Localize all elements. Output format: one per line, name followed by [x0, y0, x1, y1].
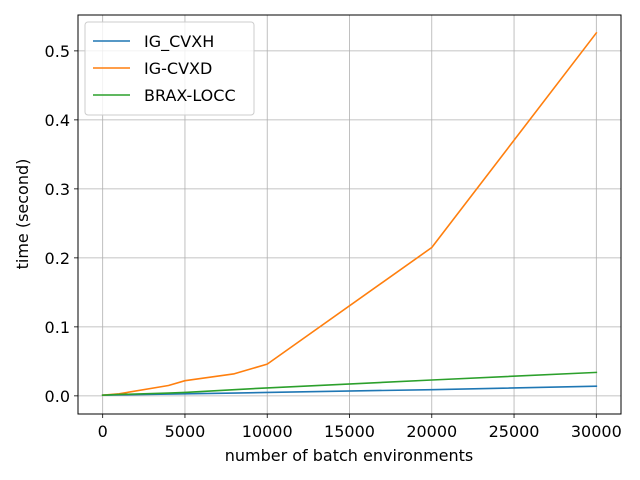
x-tick-label: 10000 — [242, 422, 293, 441]
y-tick-label: 0.1 — [45, 318, 70, 337]
x-tick-label: 0 — [98, 422, 108, 441]
y-tick-label: 0.0 — [45, 387, 70, 406]
x-axis-label: number of batch environments — [225, 446, 474, 465]
series-lines — [101, 31, 598, 397]
x-axis: 0 5000 10000 15000 20000 25000 30000 — [98, 414, 622, 441]
y-tick-label: 0.3 — [45, 180, 70, 199]
legend-label-brax-locc: BRAX-LOCC — [144, 86, 236, 105]
y-tick-label: 0.4 — [45, 111, 70, 130]
series-line-brax-locc — [101, 371, 598, 396]
y-tick-label: 0.5 — [45, 42, 70, 61]
x-tick-label: 30000 — [571, 422, 622, 441]
legend: IG_CVXH IG-CVXD BRAX-LOCC — [84, 21, 255, 116]
x-tick-label: 20000 — [406, 422, 457, 441]
y-axis-label: time (second) — [13, 159, 32, 270]
series-line-ig-cvxd — [101, 31, 598, 397]
legend-frame — [84, 21, 255, 116]
x-tick-label: 5000 — [165, 422, 206, 441]
legend-label-ig-cvxh: IG_CVXH — [144, 32, 214, 52]
x-tick-label: 25000 — [489, 422, 540, 441]
legend-label-ig-cvxd: IG-CVXD — [144, 59, 212, 78]
y-tick-label: 0.2 — [45, 249, 70, 268]
x-tick-label: 15000 — [324, 422, 375, 441]
y-axis: 0.0 0.1 0.2 0.3 0.4 0.5 — [45, 42, 78, 406]
